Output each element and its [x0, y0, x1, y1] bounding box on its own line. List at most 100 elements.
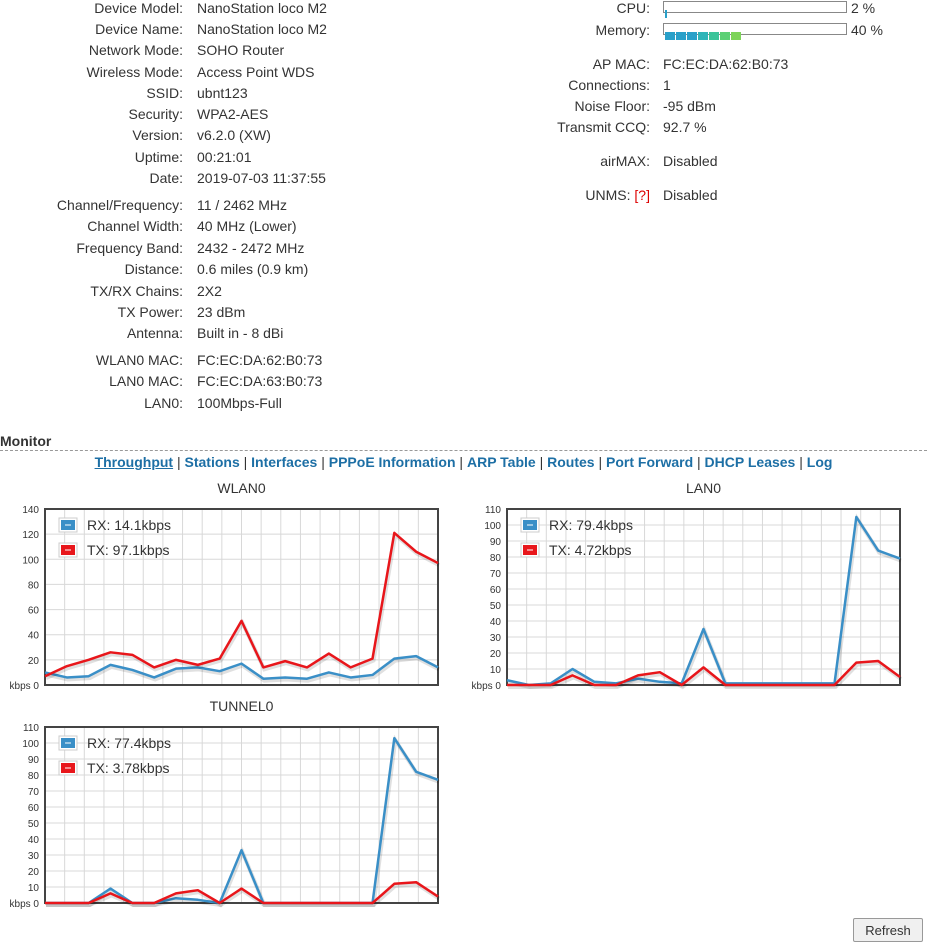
usage-bar-segment [720, 32, 730, 40]
y-tick-label: 30 [28, 851, 40, 862]
status-row: TX Power: 23 dBm [0, 302, 420, 322]
status-label: Connections: [568, 77, 650, 93]
y-tick-label: 20 [490, 649, 502, 660]
memory-label: Memory: [595, 22, 650, 38]
y-tick-label: kbps 0 [472, 681, 502, 692]
chart-svg: kbps 0 10 20 30 40 50 60 70 80 90 100 110 RX: 77.4kb… [10, 723, 441, 910]
chart-title: TUNNEL0 [209, 698, 274, 714]
y-tick-label: 40 [28, 631, 40, 642]
status-row: Version: v6.2.0 (XW) [0, 125, 420, 145]
status-row: Wireless Mode: Access Point WDS [0, 62, 420, 82]
status-label: AP MAC: [592, 56, 650, 72]
status-label: SSID: [146, 85, 183, 101]
status-row: LAN0: 100Mbps-Full [0, 393, 420, 413]
legend-label: RX: 79.4kbps [549, 517, 633, 533]
y-tick-label: 110 [23, 723, 39, 734]
usage-bar-segment [676, 32, 686, 40]
series-line-tx [44, 531, 439, 678]
cpu-bar-fill [665, 3, 668, 18]
tab-separator: | [317, 454, 329, 470]
y-tick-label: 20 [28, 867, 40, 878]
legend-label: TX: 97.1kbps [87, 542, 170, 558]
y-tick-label: 30 [490, 633, 502, 644]
unms-value: Disabled [663, 187, 718, 203]
status-value: -95 dBm [663, 98, 716, 114]
usage-bar-segment [687, 32, 697, 40]
chart-lan0: LAN0 kbps 0 10 20 30 40 50 60 70 80 90 100 110 RX: 79… [462, 480, 903, 695]
usage-bar-segment [698, 32, 708, 40]
chart-frame [44, 726, 439, 904]
tab-pppoe-information[interactable]: PPPoE Information [328, 454, 456, 470]
y-tick-label: kbps 0 [10, 899, 40, 910]
status-label: Network Mode: [88, 42, 183, 58]
y-tick-label: 50 [28, 819, 40, 830]
chart-title: LAN0 [685, 480, 722, 496]
status-label: Antenna: [126, 325, 183, 341]
status-label: LAN0: [144, 395, 183, 411]
chart-svg: kbps 0 10 20 30 40 50 60 70 80 90 100 110 RX: 79.4kb… [472, 505, 903, 692]
status-row: Connections: 1 [555, 75, 875, 95]
status-value: FC:EC:DA:63:B0:73 [197, 373, 323, 389]
status-value: 40 MHz (Lower) [197, 218, 297, 234]
tab-dhcp-leases[interactable]: DHCP Leases [704, 454, 796, 470]
refresh-button[interactable]: Refresh [853, 918, 923, 942]
status-row: Device Name: NanoStation loco M2 [0, 19, 420, 39]
status-value: 23 dBm [197, 304, 246, 320]
tab-separator: | [693, 454, 705, 470]
tab-interfaces[interactable]: Interfaces [251, 454, 318, 470]
status-label: Security: [128, 106, 183, 122]
tab-throughput[interactable]: Throughput [94, 454, 174, 470]
status-label: Channel/Frequency: [56, 197, 183, 213]
y-tick-label: 120 [22, 530, 39, 541]
status-row: Transmit CCQ: 92.7 % [555, 117, 875, 137]
legend-label: TX: 3.78kbps [87, 760, 170, 776]
section-divider [0, 450, 927, 451]
status-label: WLAN0 MAC: [95, 352, 183, 368]
status-label: Channel Width: [87, 218, 183, 234]
status-value: 2019-07-03 11:37:55 [197, 170, 326, 186]
tab-separator: | [594, 454, 606, 470]
tab-stations[interactable]: Stations [184, 454, 240, 470]
status-value: NanoStation loco M2 [197, 0, 327, 16]
y-tick-label: 70 [28, 787, 40, 798]
y-tick-label: 70 [490, 569, 502, 580]
status-row: Channel Width: 40 MHz (Lower) [0, 216, 420, 236]
y-tick-label: 10 [28, 883, 40, 894]
status-row: WLAN0 MAC: FC:EC:DA:62:B0:73 [0, 350, 420, 370]
tab-separator: | [173, 454, 185, 470]
cpu-label: CPU: [616, 0, 650, 16]
status-value: ubnt123 [197, 85, 248, 101]
status-value: 11 / 2462 MHz [197, 197, 288, 213]
legend-label: RX: 77.4kbps [87, 735, 171, 751]
cpu-bar [663, 1, 847, 18]
unms-row: UNMS: [?] Disabled [555, 185, 875, 205]
status-label: TX Power: [117, 304, 183, 320]
tab-log[interactable]: Log [806, 454, 833, 470]
status-row: Channel/Frequency: 11 / 2462 MHz [0, 195, 420, 215]
y-tick-label: 20 [28, 656, 40, 667]
legend-label: TX: 4.72kbps [549, 542, 632, 558]
y-tick-label: 40 [28, 835, 40, 846]
chart-svg: kbps 0 20 40 60 80 100 120 140 RX: 14.1kbps TX: 9… [10, 505, 440, 692]
status-value: Disabled [663, 153, 718, 169]
tab-arp-table[interactable]: ARP Table [466, 454, 536, 470]
y-tick-label: 90 [28, 755, 40, 766]
usage-bar-segment [709, 32, 719, 40]
status-label: Date: [149, 170, 183, 186]
usage-bar-segment [731, 32, 741, 40]
status-row: Network Mode: SOHO Router [0, 40, 420, 60]
status-value: Access Point WDS [197, 64, 315, 80]
y-tick-label: 80 [490, 553, 502, 564]
unms-label: UNMS: [?] [585, 187, 650, 203]
status-row: Date: 2019-07-03 11:37:55 [0, 168, 420, 188]
status-value: 1 [663, 77, 671, 93]
status-row: SSID: ubnt123 [0, 83, 420, 103]
status-label: Wireless Mode: [86, 64, 183, 80]
tab-port-forward[interactable]: Port Forward [606, 454, 694, 470]
unms-help-link[interactable]: [?] [634, 187, 650, 203]
tab-separator: | [239, 454, 252, 470]
status-row: Uptime: 00:21:01 [0, 147, 420, 167]
tab-routes[interactable]: Routes [547, 454, 595, 470]
legend-label: RX: 14.1kbps [87, 517, 171, 533]
y-tick-label: kbps 0 [10, 681, 40, 692]
